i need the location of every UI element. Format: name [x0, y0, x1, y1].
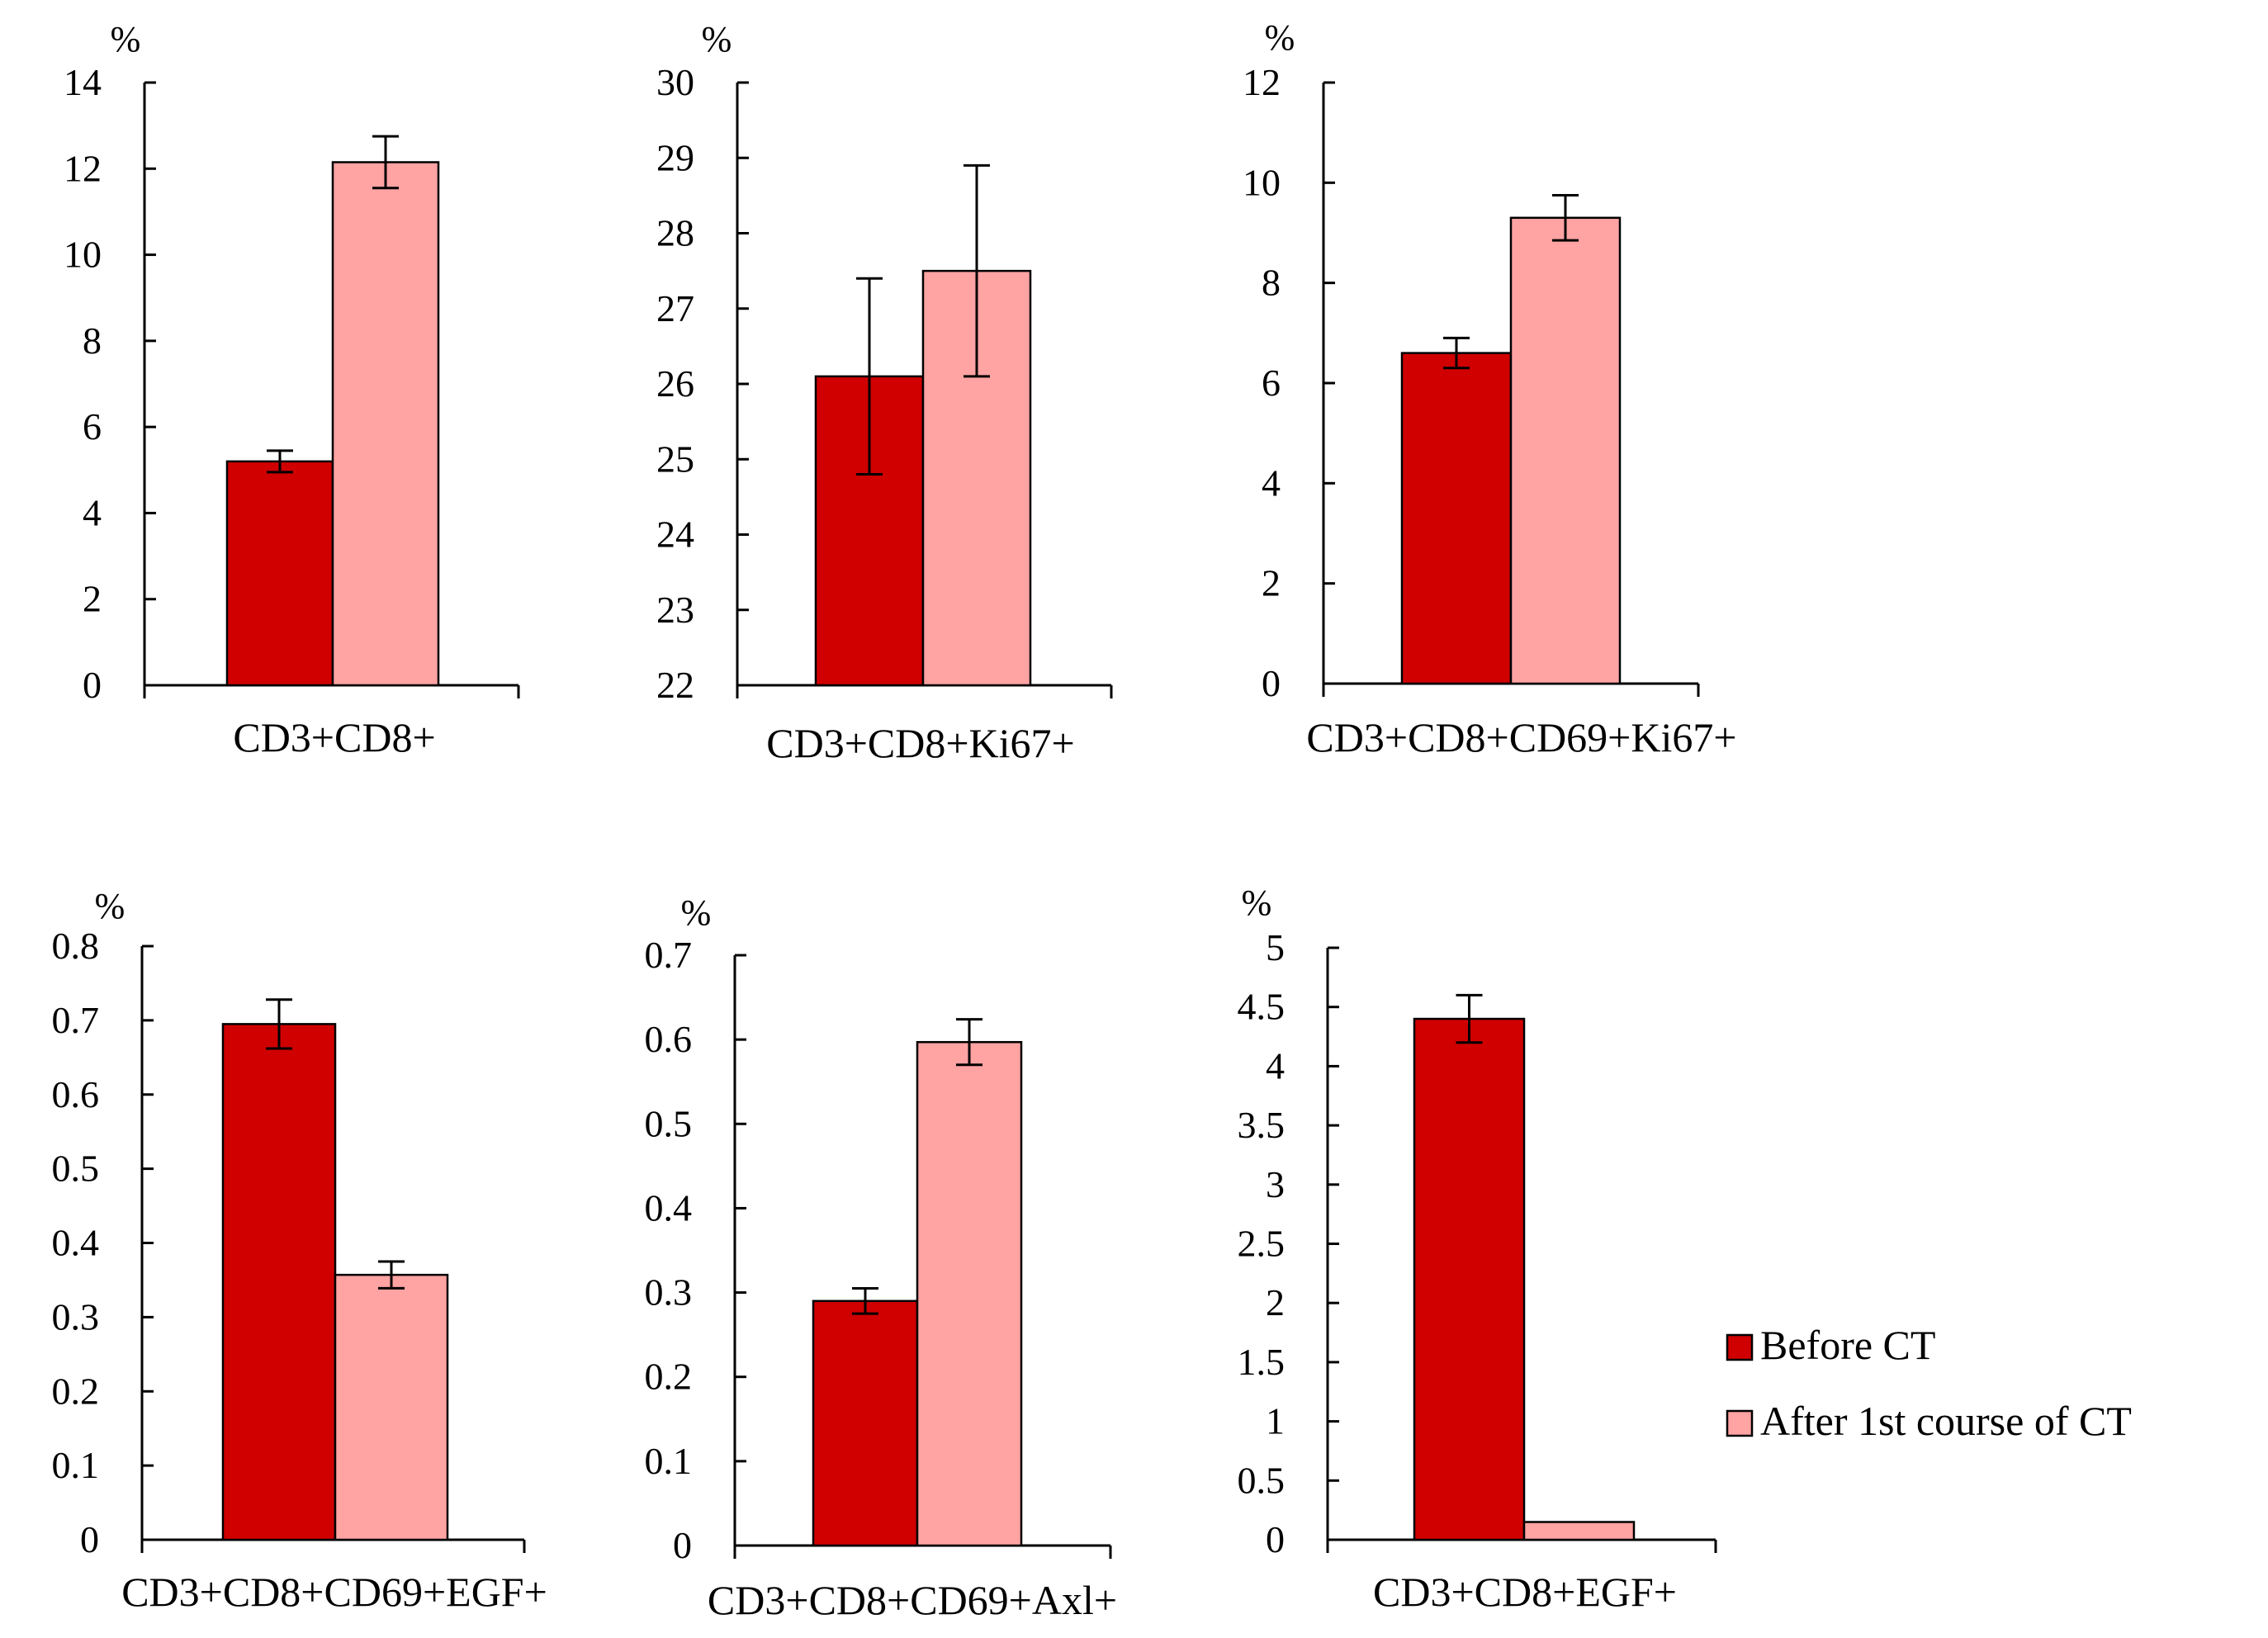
category-label: CD3+CD8+CD69+EGF+ [121, 1569, 547, 1615]
chart-panels: 02468101214%CD3+CD8+222324252627282930%C… [52, 17, 1737, 1623]
y-tick-label: 8 [1262, 262, 1281, 304]
y-tick-label: 12 [1243, 61, 1281, 103]
legend-swatch-after [1726, 1409, 1754, 1437]
chart-panel-2: 22 23 24 25 26 27 28 29 30% CD3+CD8+Ki67+ [656, 19, 1113, 766]
category-label: CD3+CD8+EGF+ [1373, 1569, 1677, 1615]
category-label: CD3+CD8+Ki67+ [766, 720, 1075, 766]
legend: Before CT After 1st course of CT [1726, 1322, 2132, 1444]
y-tick-label: 2 [83, 578, 102, 620]
y-tick-label: 2.5 [1238, 1223, 1286, 1265]
y-tick-label: 0 [80, 1518, 99, 1560]
y-tick-label: 0.8 [52, 925, 100, 967]
y-unit-label: % [95, 886, 125, 926]
legend-label-after: After 1st course of CT [1760, 1398, 2132, 1444]
y-tick-label: 0 [1262, 662, 1281, 704]
bar-before-ct [221, 1023, 337, 1541]
y-tick-label: 27 [656, 287, 694, 329]
bar-after-ct [334, 1273, 449, 1541]
y-tick-label: 0 [673, 1524, 692, 1566]
y-tick-label: 0.3 [52, 1295, 100, 1337]
y-tick-label: 10 [1243, 161, 1281, 203]
y-tick-label: 30 [656, 61, 694, 103]
bar-before-ct [225, 460, 334, 687]
y-tick-label: 22 [656, 664, 694, 706]
y-tick-label: 0.4 [645, 1186, 693, 1228]
y-tick-label: 0.6 [645, 1018, 693, 1060]
chart-panel-3: 0 2 4 6 8 10 12% CD3+CD8+CD69+Ki67+ [1243, 17, 1737, 760]
category-label: CD3+CD8+CD69+Axl+ [708, 1577, 1117, 1623]
y-tick-label: 29 [656, 136, 694, 178]
y-tick-label: 0.3 [645, 1271, 693, 1314]
bar-after-ct [916, 1040, 1023, 1547]
y-tick-label: 23 [656, 589, 694, 631]
y-tick-label: 4 [83, 491, 102, 533]
y-tick-label: 0.2 [52, 1370, 100, 1412]
category-label: CD3+CD8+ [233, 714, 435, 760]
y-tick-label: 1.5 [1238, 1341, 1286, 1383]
y-tick-label: 0.5 [52, 1148, 100, 1190]
y-tick-label: 26 [656, 362, 694, 405]
y-tick-label: 0.6 [52, 1073, 100, 1115]
chart-panel-4: 0 0.1 0.2 0.3 0.4 0.5 0.6 0.7 0.8% CD3+CD8+CD69+E… [52, 886, 547, 1615]
y-tick-label: 0.5 [1238, 1459, 1286, 1501]
y-tick-label: 0.4 [52, 1222, 100, 1264]
y-tick-label: 6 [83, 405, 102, 447]
y-tick-label: 14 [64, 61, 102, 103]
y-tick-label: 0.1 [645, 1440, 693, 1482]
y-tick-label: 4 [1262, 462, 1281, 504]
y-tick-label: 5 [1266, 926, 1285, 968]
y-tick-label: 25 [656, 438, 694, 480]
legend-label-before: Before CT [1760, 1322, 1935, 1368]
bar-after-ct [1522, 1521, 1636, 1541]
y-tick-label: 3.5 [1238, 1104, 1286, 1146]
y-tick-label: 28 [656, 212, 694, 254]
bar-before-ct [1400, 352, 1513, 685]
y-tick-label: 0.7 [52, 999, 100, 1041]
bar-after-ct [1509, 216, 1622, 685]
chart-panel-6: 0 0.5 1 1.5 2 2.5 3 3.5 4 4.5 5% CD3+CD8+EGF+ [1238, 883, 1717, 1615]
chart-panel-1: 0 2 4 6 8 10 12 14% CD3+CD8+ [64, 19, 520, 760]
y-unit-label: % [702, 19, 732, 59]
y-tick-label: 12 [64, 147, 102, 189]
y-tick-label: 0.2 [645, 1356, 693, 1398]
y-tick-label: 4 [1266, 1044, 1285, 1086]
y-tick-label: 0 [83, 664, 102, 706]
category-label: CD3+CD8+CD69+Ki67+ [1306, 714, 1736, 760]
y-tick-label: 4.5 [1238, 986, 1286, 1028]
y-tick-label: 2 [1266, 1281, 1285, 1323]
y-tick-label: 1 [1266, 1400, 1285, 1442]
y-unit-label: % [681, 892, 712, 933]
y-tick-label: 10 [64, 234, 102, 276]
y-unit-label: % [1265, 17, 1295, 58]
y-tick-label: 6 [1262, 362, 1281, 404]
y-tick-label: 0 [1266, 1518, 1285, 1560]
legend-swatch-before [1726, 1333, 1754, 1361]
y-unit-label: % [1242, 883, 1272, 923]
chart-panel-5: 0 0.1 0.2 0.3 0.4 0.5 0.6 0.7% CD3+CD8+CD69+Axl+ [645, 892, 1118, 1623]
y-tick-label: 0.5 [645, 1102, 693, 1144]
y-tick-label: 2 [1262, 562, 1281, 604]
y-tick-label: 24 [656, 514, 694, 556]
bar-after-ct [331, 161, 440, 687]
bar-before-ct [1413, 1017, 1526, 1541]
bar-before-ct [812, 1300, 919, 1547]
y-tick-label: 8 [83, 320, 102, 362]
y-tick-label: 0.1 [52, 1444, 100, 1486]
y-unit-label: % [111, 19, 141, 59]
y-tick-label: 3 [1266, 1163, 1285, 1205]
y-tick-label: 0.7 [645, 934, 693, 976]
